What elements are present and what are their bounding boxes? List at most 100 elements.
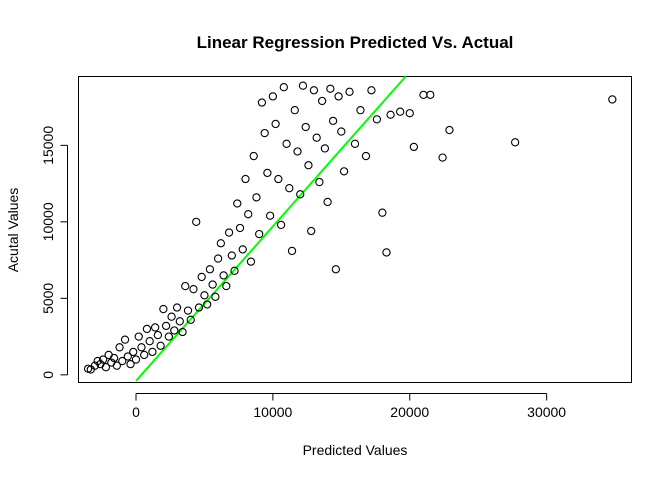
data-point bbox=[331, 265, 340, 274]
data-point bbox=[219, 271, 228, 280]
y-tick-label: 5000 bbox=[40, 283, 56, 314]
data-point bbox=[367, 86, 376, 95]
data-point bbox=[276, 220, 286, 230]
data-point bbox=[378, 208, 387, 217]
data-point bbox=[104, 350, 113, 360]
data-point bbox=[271, 119, 280, 129]
data-point bbox=[118, 356, 127, 366]
data-point bbox=[140, 350, 149, 360]
data-point bbox=[170, 326, 179, 335]
data-point bbox=[161, 321, 171, 331]
chart-title: Linear Regression Predicted Vs. Actual bbox=[197, 33, 514, 52]
data-point bbox=[213, 254, 223, 263]
data-point bbox=[148, 347, 157, 357]
data-point bbox=[216, 239, 226, 248]
data-point bbox=[396, 107, 405, 116]
data-point bbox=[307, 226, 316, 236]
data-point bbox=[249, 151, 258, 161]
data-point bbox=[386, 110, 395, 119]
data-point bbox=[285, 184, 294, 193]
data-point bbox=[268, 92, 278, 101]
y-tick-label: 15000 bbox=[40, 126, 56, 165]
data-point bbox=[109, 353, 119, 363]
data-point bbox=[296, 190, 305, 199]
data-point bbox=[151, 323, 160, 332]
data-point bbox=[134, 332, 143, 341]
y-tick-label: 10000 bbox=[40, 202, 56, 241]
data-point bbox=[167, 312, 176, 321]
data-point bbox=[263, 168, 272, 178]
data-point bbox=[328, 116, 338, 126]
data-point bbox=[265, 211, 275, 220]
data-point bbox=[312, 133, 321, 142]
data-point bbox=[153, 330, 163, 340]
data-point bbox=[356, 106, 365, 115]
data-point bbox=[260, 128, 269, 138]
data-point bbox=[233, 199, 242, 208]
data-point bbox=[194, 303, 204, 312]
data-point bbox=[189, 285, 198, 294]
y-axis-label: Acutal Values bbox=[5, 188, 21, 273]
data-point bbox=[159, 304, 168, 314]
data-point bbox=[279, 83, 288, 92]
data-point bbox=[293, 147, 302, 156]
data-point bbox=[235, 223, 245, 233]
data-point bbox=[98, 355, 108, 364]
y-axis: 0 5000 10000 15000 bbox=[40, 126, 68, 379]
data-point bbox=[172, 303, 182, 312]
data-point bbox=[438, 153, 447, 162]
data-point bbox=[255, 229, 264, 239]
data-point bbox=[315, 177, 324, 187]
data-point bbox=[405, 109, 414, 118]
data-point bbox=[274, 174, 283, 184]
data-point bbox=[156, 341, 165, 350]
data-point bbox=[345, 87, 354, 96]
x-tick-label: 30000 bbox=[527, 404, 566, 420]
x-axis: 0 10000 20000 30000 bbox=[132, 393, 566, 420]
data-point bbox=[186, 315, 195, 324]
data-point bbox=[244, 210, 253, 219]
x-axis-label: Predicted Values bbox=[303, 442, 408, 458]
data-point bbox=[211, 292, 220, 301]
data-point bbox=[290, 106, 299, 115]
data-point bbox=[112, 361, 121, 370]
data-point bbox=[238, 245, 247, 254]
data-point bbox=[334, 92, 343, 101]
data-point bbox=[323, 197, 332, 207]
data-point bbox=[123, 352, 132, 361]
data-point bbox=[175, 317, 184, 326]
data-point bbox=[246, 257, 256, 266]
data-point bbox=[511, 138, 520, 147]
data-point bbox=[205, 265, 215, 274]
data-point bbox=[197, 272, 206, 282]
y-tick-label: 0 bbox=[40, 371, 56, 379]
data-point bbox=[337, 127, 346, 136]
data-point bbox=[183, 306, 193, 315]
data-point bbox=[181, 281, 190, 291]
data-point bbox=[252, 193, 261, 202]
data-point bbox=[287, 246, 297, 256]
data-point bbox=[301, 122, 310, 132]
regression-fit-line bbox=[135, 75, 407, 382]
data-point bbox=[115, 343, 124, 352]
data-point bbox=[137, 343, 146, 352]
data-point bbox=[339, 167, 349, 176]
fit-line-layer bbox=[135, 75, 407, 382]
data-point bbox=[372, 115, 382, 124]
data-point bbox=[298, 81, 308, 90]
data-point bbox=[409, 142, 419, 152]
data-point bbox=[230, 266, 239, 275]
x-tick-label: 0 bbox=[132, 404, 140, 420]
data-point bbox=[131, 355, 141, 364]
data-point bbox=[222, 281, 231, 291]
plot-area-frame bbox=[78, 76, 632, 383]
points-layer bbox=[83, 81, 617, 374]
data-point bbox=[208, 280, 217, 289]
data-point bbox=[101, 363, 111, 372]
data-point bbox=[282, 139, 291, 148]
data-point bbox=[257, 98, 267, 107]
data-point bbox=[129, 347, 138, 357]
data-point bbox=[90, 361, 100, 370]
data-point bbox=[350, 139, 360, 148]
